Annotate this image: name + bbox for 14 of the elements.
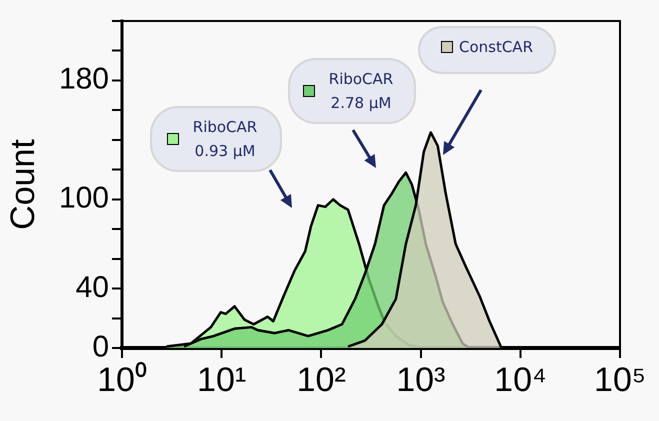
x-tick-label: 10² <box>296 360 346 399</box>
x-tick-label: 10³ <box>396 360 446 399</box>
y-tick-label: 180 <box>58 62 109 96</box>
y-tick-label: 40 <box>76 270 109 304</box>
x-tick-label: 10⁰ <box>97 360 147 399</box>
x-tick-label: 10⁵ <box>594 360 646 399</box>
legend-label: RiboCAR 2.78 µM <box>328 69 394 114</box>
x-tick-label: 10¹ <box>197 360 246 399</box>
legend-label: RiboCAR 0.93 µM <box>192 117 258 162</box>
y-tick-label: 0 <box>92 330 109 364</box>
y-tick-label: 100 <box>58 182 109 215</box>
x-tick-label: 10⁴ <box>494 360 547 399</box>
y-axis-title: Count <box>4 138 42 230</box>
legend-label: ConstCAR <box>458 37 533 58</box>
